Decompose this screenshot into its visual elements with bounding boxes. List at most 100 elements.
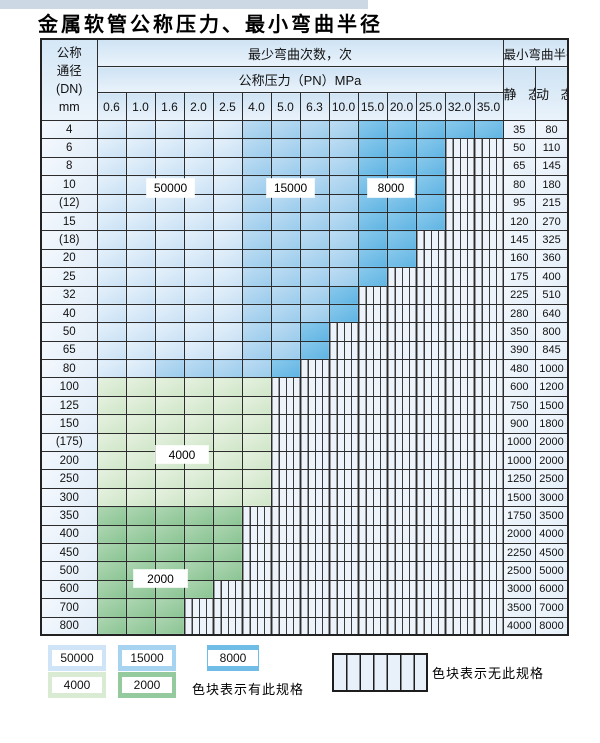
no-spec-cell [357,579,388,600]
spec-zone-cell [241,267,272,287]
spec-zone-cell [415,156,446,177]
no-spec-cell [241,506,272,526]
no-spec-cell [415,303,446,324]
no-spec-cell [328,451,359,471]
spec-zone-cell [270,119,301,140]
static-value-cell: 120 [502,211,537,232]
spec-zone-cell [357,267,388,287]
no-spec-cell [299,414,330,434]
no-spec-cell [357,451,388,471]
no-spec-cell [473,469,504,489]
no-spec-cell [357,487,388,508]
spec-zone-cell [154,542,185,563]
spec-zone-cell [241,303,272,324]
spec-zone-cell [154,267,185,287]
static-value-cell: 3500 [502,598,537,618]
no-spec-cell [270,524,301,544]
spec-zone-cell [96,414,127,434]
spec-zone-cell [386,138,417,158]
no-spec-cell [357,542,388,563]
no-spec-cell [183,616,214,636]
spec-zone-cell [328,138,359,158]
dn-cell: (12) [40,193,98,213]
spec-zone-cell [270,138,301,158]
no-spec-cell [299,542,330,563]
spec-zone-cell [96,303,127,324]
no-spec-cell [328,561,359,581]
static-value-cell: 4000 [502,616,537,636]
table-row: (12) 95 215 [40,193,569,213]
spec-zone-cell [241,469,272,489]
spec-zone-cell [270,322,301,342]
spec-zone-cell [415,119,446,140]
static-value-cell: 1250 [502,469,537,489]
no-spec-cell [299,359,330,379]
no-spec-cell [444,524,475,544]
no-spec-cell [241,616,272,636]
static-value-cell: 3000 [502,579,537,600]
spec-zone-cell [241,432,272,453]
spec-zone-cell [154,414,185,434]
spec-zone-cell [212,303,243,324]
dynamic-value-cell: 1000 [535,359,569,379]
no-spec-cell [415,542,446,563]
spec-zone-cell [154,211,185,232]
no-spec-cell [183,598,214,618]
spec-zone-cell [154,285,185,305]
no-spec-cell [357,395,388,416]
spec-zone-cell [212,414,243,434]
no-spec-cell [473,395,504,416]
spec-zone-cell [183,561,214,581]
spec-zone-cell [241,193,272,213]
spec-zone-cell [328,248,359,269]
spec-zone-cell [212,451,243,471]
no-spec-cell [444,542,475,563]
no-spec-cell [328,359,359,379]
no-spec-cell [444,506,475,526]
spec-zone-cell [183,524,214,544]
table-row: 4 35 80 [40,119,569,140]
no-spec-cell [415,432,446,453]
spec-zone-cell [125,138,156,158]
no-spec-cell [241,598,272,618]
spec-zone-cell [183,119,214,140]
dn-cell: 65 [40,340,98,361]
cycle-count-label: 50000 [147,179,194,197]
no-spec-cell [299,506,330,526]
spec-zone-cell [125,377,156,397]
static-value-cell: 2000 [502,524,537,544]
no-spec-cell [473,359,504,379]
static-value-cell: 900 [502,414,537,434]
spec-zone-cell [125,248,156,269]
dynamic-value-cell: 145 [535,156,569,177]
spec-zone-cell [386,230,417,250]
dynamic-value-cell: 1200 [535,377,569,397]
dn-cell: 32 [40,285,98,305]
table-row: 600 3000 6000 [40,579,569,600]
spec-zone-cell [328,119,359,140]
no-spec-cell [357,322,388,342]
spec-zone-cell [154,506,185,526]
no-spec-cell [270,432,301,453]
no-spec-cell [473,248,504,269]
no-spec-cell [444,285,475,305]
pressure-header: 公称压力（PN）MPa [96,66,504,93]
spec-zone-cell [125,598,156,618]
no-spec-cell [415,598,446,618]
no-spec-cell [444,303,475,324]
no-spec-cell [415,506,446,526]
spec-zone-cell [212,469,243,489]
spec-zone-cell [125,469,156,489]
static-value-cell: 225 [502,285,537,305]
no-spec-cell [444,340,475,361]
no-spec-cell [270,469,301,489]
static-value-cell: 65 [502,156,537,177]
dn-header-line: 通径 [56,63,82,78]
spec-zone-cell [241,451,272,471]
min-radius-header: 最小弯曲半径 [502,38,569,67]
spec-zone-cell [328,285,359,305]
no-spec-cell [270,395,301,416]
dn-header-line: mm [58,100,80,115]
dynamic-value-cell: 800 [535,322,569,342]
spec-zone-cell [125,487,156,508]
